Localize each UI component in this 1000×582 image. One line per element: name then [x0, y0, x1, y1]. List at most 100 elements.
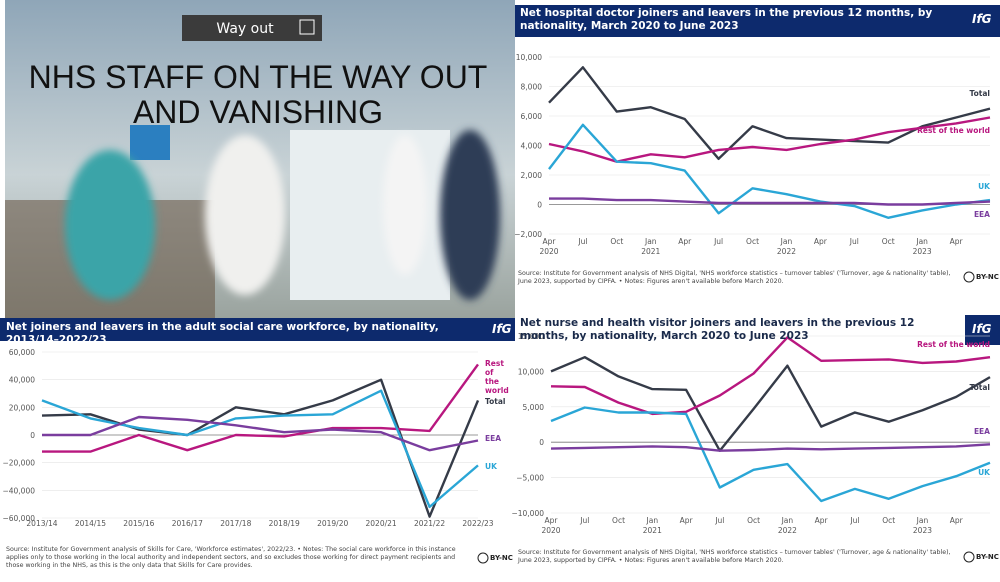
license: BY-NC	[490, 554, 513, 562]
series-line	[550, 443, 991, 452]
monitor	[130, 125, 170, 160]
legend-label: Rest of the world	[917, 340, 990, 349]
series-line	[41, 378, 480, 518]
x-tick-label: Jul	[849, 237, 859, 246]
x-tick-label: Jul	[849, 516, 859, 525]
y-tick-label: 5,000	[523, 403, 545, 412]
x-tick-label: Jan 2022	[777, 237, 796, 256]
chart-title: Net nurse and health visitor joiners and…	[520, 317, 915, 342]
figure	[383, 135, 427, 275]
x-tick-label: Apr 2020	[541, 516, 560, 535]
y-tick-label: 20,000	[9, 403, 35, 412]
x-tick-label: Apr 2020	[539, 237, 558, 256]
series-line	[548, 123, 991, 219]
headline: AND VANISHING	[133, 94, 383, 130]
logo-box	[965, 315, 1000, 345]
x-tick-label: Jul	[577, 237, 587, 246]
y-tick-label: 0	[30, 431, 35, 440]
x-tick-label: Jan 2021	[641, 237, 660, 256]
x-tick-label: 2015/16	[123, 519, 154, 528]
y-tick-label: 2,000	[521, 171, 543, 180]
chart-title: Net joiners and leavers in the adult soc…	[6, 321, 439, 346]
cc-icon	[477, 552, 489, 564]
series-line	[548, 66, 991, 160]
chart-title: Net hospital doctor joiners and leavers …	[520, 7, 933, 32]
series-line	[550, 336, 991, 416]
x-tick-label: Apr	[815, 516, 829, 525]
x-tick-label: Apr	[814, 237, 828, 246]
x-tick-label: Jul	[713, 237, 723, 246]
y-tick-label: −5,000	[516, 474, 544, 483]
x-tick-label: 2016/17	[172, 519, 203, 528]
y-tick-label: 0	[539, 438, 544, 447]
x-tick-label: Jan 2023	[913, 237, 932, 256]
x-tick-label: 2022/23	[462, 519, 493, 528]
x-tick-label: Oct	[882, 516, 895, 525]
logo: IfG	[972, 322, 992, 336]
x-tick-label: Oct	[882, 237, 895, 246]
legend-label: Total	[970, 89, 991, 98]
x-tick-label: 2019/20	[317, 519, 348, 528]
x-tick-label: Oct	[612, 516, 625, 525]
x-tick-label: Jan 2021	[643, 516, 662, 535]
license-icons	[477, 271, 975, 564]
photo: Way out NHS STAFF ON THE WAY OUT AND VAN…	[5, 0, 515, 318]
y-tick-label: 4,000	[521, 142, 543, 151]
legend-label: UK	[485, 462, 498, 471]
y-tick-label: 60,000	[9, 348, 35, 357]
y-tick-label: 10,000	[516, 53, 542, 62]
x-tick-label: 2017/18	[220, 519, 251, 528]
x-tick-label: 2020/21	[366, 519, 397, 528]
y-tick-label: 15,000	[518, 332, 544, 341]
y-tick-label: −40,000	[2, 486, 35, 495]
figure	[65, 150, 155, 300]
y-tick-label: −20,000	[2, 459, 35, 468]
x-tick-label: Jul	[579, 516, 589, 525]
series-line	[42, 363, 479, 453]
headline: NHS STAFF ON THE WAY OUT	[29, 59, 488, 95]
x-tick-label: 2014/15	[75, 519, 106, 528]
x-tick-label: 2018/19	[269, 519, 300, 528]
x-tick-label: Apr	[950, 237, 964, 246]
logo: IfG	[972, 12, 992, 26]
x-tick-label: Jul	[714, 516, 724, 525]
x-tick-label: Oct	[746, 237, 759, 246]
x-tick-label: 2021/22	[414, 519, 445, 528]
cc-icon	[963, 551, 975, 563]
header-band	[515, 5, 1000, 37]
figure	[205, 135, 285, 295]
y-tick-label: −2,000	[514, 230, 542, 239]
x-tick-label: Apr	[950, 516, 964, 525]
sign-text: Way out	[216, 21, 274, 37]
y-tick-label: 40,000	[9, 376, 35, 385]
series-line	[550, 356, 991, 452]
legend-label: Total	[485, 397, 506, 406]
source-note: Source: Institute for Government analysi…	[518, 270, 951, 285]
source-note: Source: Institute for Government analysi…	[518, 549, 951, 564]
legend-label: EEA	[974, 427, 990, 436]
y-tick-label: 0	[537, 201, 542, 210]
license: BY-NC	[976, 273, 999, 281]
series-line	[41, 389, 479, 509]
figure	[440, 130, 500, 300]
logo: IfG	[492, 322, 512, 336]
x-tick-label: Oct	[747, 516, 760, 525]
legend-label: UK	[978, 468, 991, 477]
legend-label: UK	[978, 182, 991, 191]
legend-label: EEA	[974, 210, 990, 219]
series-line	[549, 197, 991, 206]
license: BY-NC	[976, 553, 999, 561]
series-line	[550, 406, 991, 503]
legend-label: EEA	[485, 434, 501, 443]
sign-arrow	[299, 19, 315, 35]
y-tick-label: 6,000	[521, 112, 543, 121]
sign	[182, 15, 322, 41]
x-tick-label: 2013/14	[26, 519, 57, 528]
y-tick-label: −10,000	[511, 509, 544, 518]
y-tick-label: −60,000	[2, 514, 35, 523]
y-tick-label: 10,000	[518, 367, 544, 376]
series-line	[42, 415, 479, 452]
x-tick-label: Apr	[680, 516, 694, 525]
